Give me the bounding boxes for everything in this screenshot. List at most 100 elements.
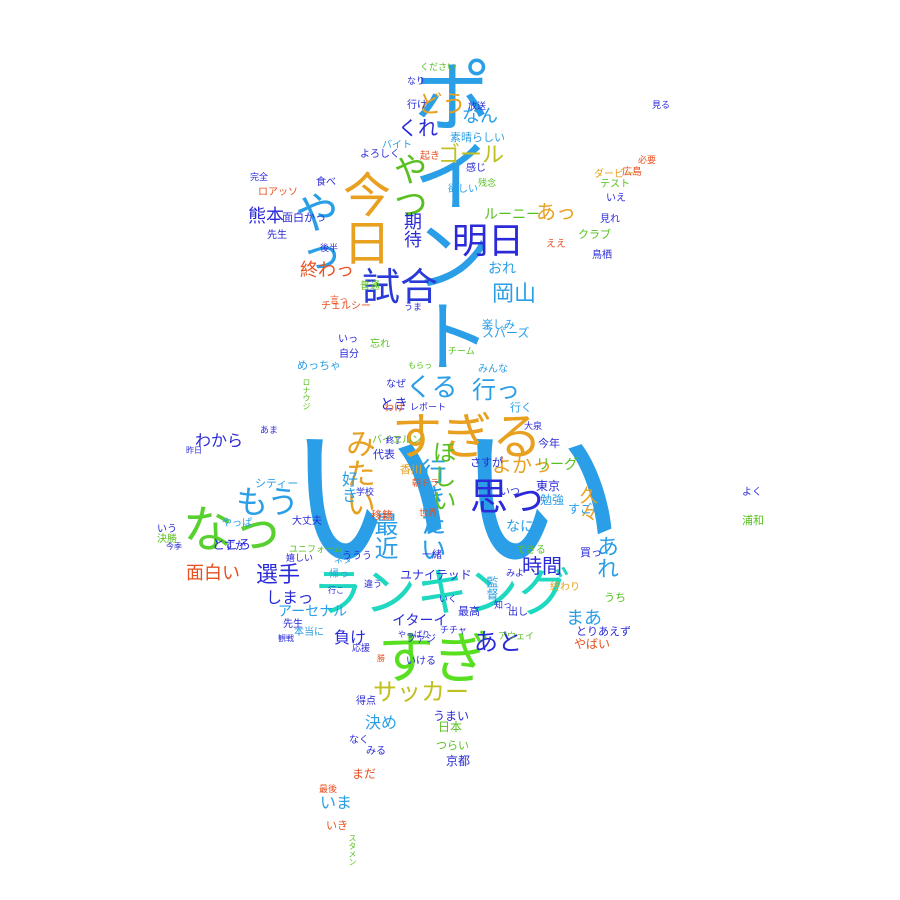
word-104: バイト (382, 140, 412, 151)
word-60: うまい (433, 709, 470, 723)
word-148: ユニフォーム (289, 545, 343, 555)
word-37: しまっ (266, 588, 314, 607)
word-146: いつ (500, 487, 520, 498)
word-147: やっぱ (222, 518, 252, 529)
word-8: やっ (287, 190, 338, 278)
word-105: よろしく (360, 149, 400, 160)
word-44: 好き (339, 471, 358, 503)
word-54: よく (742, 487, 762, 498)
word-150: ネタ (334, 556, 353, 566)
word-92: 鳥栖 (592, 250, 612, 261)
word-110: ください (420, 63, 457, 73)
word-67: 最高 (458, 605, 480, 618)
word-144: 学校 (356, 488, 375, 498)
word-129: 勝 (377, 654, 385, 663)
word-56: 買っ (580, 546, 602, 559)
word-42: ところ (212, 538, 252, 553)
word-45: とき (380, 397, 408, 413)
word-28: 選手 (256, 563, 301, 588)
word-101: 欲しい (448, 184, 478, 195)
word-121: いう (157, 524, 177, 535)
word-15: 行きたい (416, 458, 446, 562)
word-29: 面白い (186, 563, 240, 584)
word-18: 期待 (401, 212, 422, 248)
word-47: ルーニー (484, 207, 540, 223)
word-93: クラブ (578, 228, 611, 241)
word-21: どう (418, 90, 466, 118)
word-62: まだ (352, 767, 377, 781)
word-113: 完全 (250, 173, 269, 183)
word-20: 行っ (472, 376, 520, 404)
word-158: 最後 (319, 785, 338, 795)
word-99: ダービー (594, 169, 634, 180)
word-71: 香川 (400, 463, 422, 476)
word-69: ユナイテッド (400, 568, 472, 582)
word-32: まあ (566, 608, 602, 629)
word-120: あま (260, 426, 279, 436)
word-153: レポート (410, 403, 447, 413)
word-1: ポイント (399, 55, 492, 375)
word-119: うま (404, 303, 423, 313)
word-83: 忘れ (370, 339, 390, 350)
word-151: ううう (342, 551, 372, 562)
word-58: 日本 (438, 720, 463, 734)
word-65: やばい (574, 637, 611, 651)
word-24: あっ (536, 200, 576, 224)
word-25: 岡山 (492, 282, 537, 307)
word-16: ほしい (428, 440, 456, 512)
word-36: サッカー (373, 678, 469, 706)
word-128: 応援 (352, 644, 371, 654)
word-35: よかっ (492, 453, 552, 477)
word-109: なり (407, 77, 426, 87)
word-157: なく (349, 735, 369, 746)
word-66: とりあえず (576, 625, 631, 638)
word-106: 起き (420, 151, 440, 162)
word-118: 言っ (330, 296, 349, 306)
word-108: 行け (407, 100, 427, 111)
word-78: 行く (510, 401, 532, 414)
word-68: 監督 (485, 576, 499, 600)
word-132: 得点 (356, 696, 376, 707)
word-162: 観戦 (278, 634, 294, 643)
word-140: 終わり (550, 582, 580, 593)
word-112: ロアッソ (258, 187, 298, 198)
word-131: 行こ (328, 586, 344, 595)
word-70: できる (516, 545, 546, 556)
word-127: 本当に (294, 627, 324, 638)
word-14: ゴール (438, 143, 505, 168)
word-22: くれ (398, 116, 438, 140)
word-39: 負け (334, 628, 367, 647)
word-17: 最近 (370, 512, 398, 560)
word-73: さすが (470, 456, 503, 469)
word-55: 浦和 (742, 514, 764, 527)
word-51: 東京 (536, 479, 561, 493)
word-155: 終了 (386, 436, 402, 445)
word-161: 昨日 (186, 446, 202, 455)
word-130: 帰っ (329, 569, 349, 580)
word-11: みたい (340, 428, 375, 518)
word-103: 素晴らしい (450, 131, 505, 144)
word-10: 明日 (452, 221, 525, 262)
word-72: 代表 (373, 448, 395, 461)
word-77: 大泉 (524, 422, 543, 432)
word-52: 勉強 (540, 493, 565, 507)
word-141: みよ (506, 569, 525, 579)
word-12: もう (236, 483, 300, 521)
word-85: 楽しみ (482, 318, 515, 331)
word-107: 放送 (468, 102, 487, 112)
word-40: 決め (365, 713, 398, 732)
word-152: 違う (364, 580, 383, 590)
word-27: 終わっ (300, 260, 354, 281)
word-114: 食べ (316, 177, 336, 188)
word-7: 思っ (470, 475, 547, 519)
word-123: 今季 (166, 542, 182, 551)
word-142: 一緒 (422, 550, 442, 561)
word-86: スパーズ (482, 326, 530, 340)
word-135: やっぱり (398, 630, 430, 639)
word-76: 今年 (538, 437, 560, 450)
word-46: おれ (488, 261, 516, 277)
word-94: 見れ (600, 214, 620, 225)
word-96: テスト (600, 179, 630, 190)
word-82: いっ (338, 334, 358, 345)
word-87: チーム (448, 347, 475, 357)
